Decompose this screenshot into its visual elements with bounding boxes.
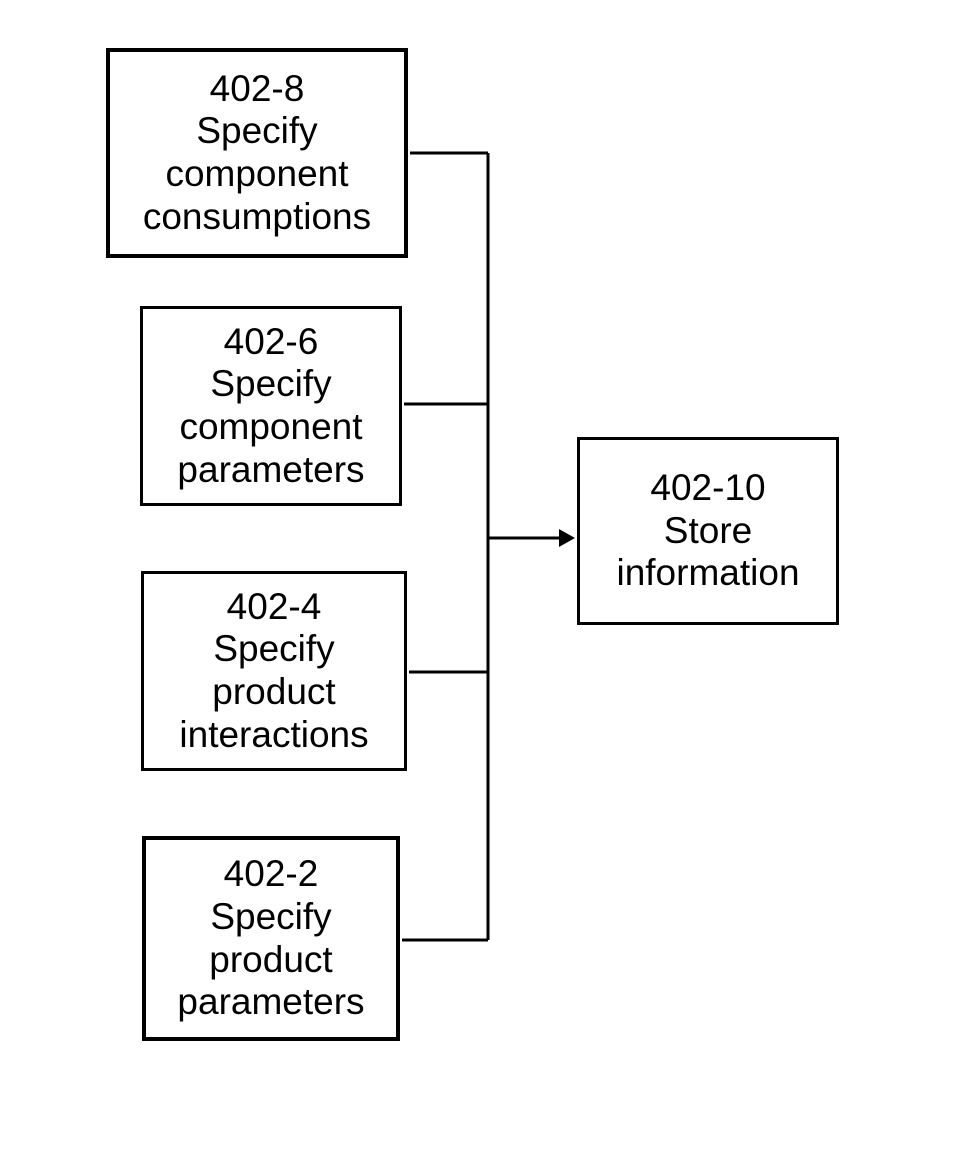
node-text-line: parameters — [177, 449, 364, 492]
node-text-line: Specify — [213, 628, 334, 671]
node-text-line: product — [212, 671, 335, 714]
node-402-2: 402-2 Specify product parameters — [142, 836, 400, 1041]
node-text-line: component — [179, 406, 362, 449]
node-id-label: 402-6 — [224, 321, 319, 364]
node-text-line: parameters — [177, 981, 364, 1024]
node-id-label: 402-2 — [224, 853, 319, 896]
diagram-canvas: 402-8 Specify component consumptions 402… — [0, 0, 975, 1163]
node-402-10: 402-10 Store information — [577, 437, 839, 625]
node-id-label: 402-8 — [210, 68, 305, 111]
node-text-line: Specify — [210, 896, 331, 939]
node-text-line: Store — [664, 510, 752, 553]
node-text-line: information — [616, 552, 799, 595]
node-id-label: 402-10 — [650, 467, 765, 510]
node-text-line: component — [165, 153, 348, 196]
node-402-8: 402-8 Specify component consumptions — [106, 48, 408, 258]
node-text-line: product — [209, 939, 332, 982]
node-text-line: interactions — [179, 714, 368, 757]
node-text-line: Specify — [196, 110, 317, 153]
node-402-4: 402-4 Specify product interactions — [141, 571, 407, 771]
node-id-label: 402-4 — [227, 586, 322, 629]
node-text-line: consumptions — [143, 196, 371, 239]
node-text-line: Specify — [210, 363, 331, 406]
node-402-6: 402-6 Specify component parameters — [140, 306, 402, 506]
